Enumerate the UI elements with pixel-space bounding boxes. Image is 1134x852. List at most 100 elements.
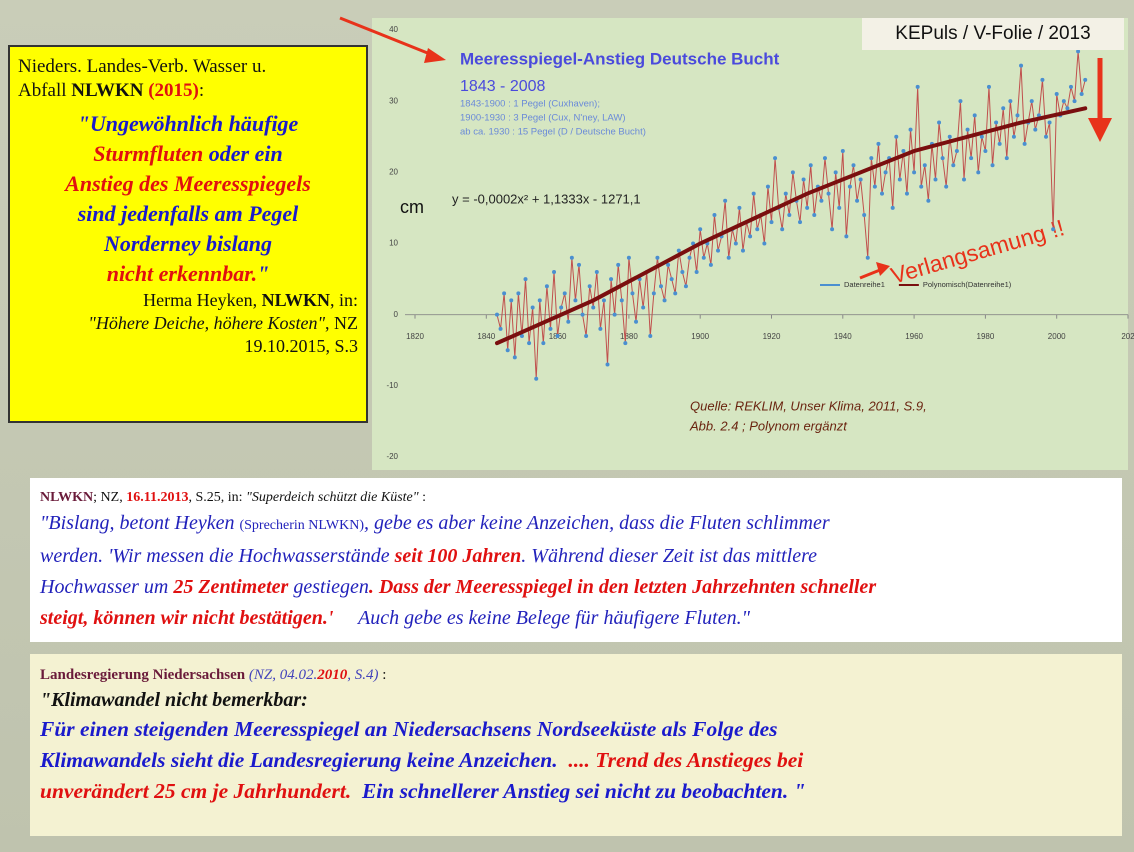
text: gestiegen xyxy=(288,576,369,598)
y-tick-label: 30 xyxy=(389,96,398,105)
arrow-head xyxy=(1088,118,1112,142)
text: : xyxy=(378,667,387,683)
data-point xyxy=(601,298,606,303)
data-point xyxy=(1079,92,1084,97)
data-point xyxy=(994,120,999,125)
line: steigt, können wir nicht bestätigen.' Au… xyxy=(40,603,1112,634)
data-point xyxy=(655,255,660,260)
chart-panel xyxy=(372,18,1128,470)
data-point xyxy=(676,248,681,253)
line: Hochwasser um 25 Zentimeter gestiegen. D… xyxy=(40,572,1112,603)
data-point xyxy=(1051,227,1056,232)
text: ; NZ, xyxy=(93,490,127,505)
data-point xyxy=(972,113,977,118)
data-point xyxy=(1044,134,1049,139)
data-point xyxy=(712,213,717,218)
text: (Sprecherin NLWKN) xyxy=(239,518,364,533)
data-point xyxy=(666,262,671,267)
data-point xyxy=(751,191,756,196)
data-point xyxy=(933,177,938,182)
slide-tag: KEPuls / V-Folie / 2013 xyxy=(862,18,1124,50)
text: NLWKN xyxy=(40,490,94,505)
x-tick-label: 1840 xyxy=(477,332,495,341)
data-point xyxy=(626,255,631,260)
line: Norderney bislang xyxy=(18,229,358,259)
data-point xyxy=(822,156,827,161)
text: Hochwasser um xyxy=(40,576,174,598)
x-tick-label: 1980 xyxy=(977,332,995,341)
x-tick-label: 1820 xyxy=(406,332,424,341)
data-point xyxy=(801,177,806,182)
data-point xyxy=(748,234,753,239)
data-point xyxy=(1004,156,1009,161)
text: , gebe es aber keine Anzeichen, dass die… xyxy=(363,512,830,534)
line: "Höhere Deiche, höhere Kosten", NZ xyxy=(18,312,358,335)
data-point xyxy=(716,248,721,253)
data-point xyxy=(605,362,610,367)
text: Ein schnellerer Anstieg sei nicht zu beo… xyxy=(351,779,806,803)
data-point xyxy=(830,227,835,232)
data-point xyxy=(908,127,913,132)
data-point xyxy=(847,184,852,189)
data-point xyxy=(926,198,931,203)
text: seit 100 Jahren xyxy=(394,545,522,567)
data-point xyxy=(591,305,596,310)
chart-subtitle: 1843 - 2008 xyxy=(460,78,546,95)
y-tick-label: 20 xyxy=(389,167,398,176)
data-point xyxy=(812,213,817,218)
data-point xyxy=(876,141,881,146)
data-point xyxy=(954,148,959,153)
text: Norderney bislang xyxy=(103,231,273,256)
data-point xyxy=(737,205,742,210)
legend-label: Polynomisch(Datenreihe1) xyxy=(923,280,1012,289)
data-point xyxy=(562,291,567,296)
data-point xyxy=(944,184,949,189)
arrow xyxy=(339,16,441,60)
data-point xyxy=(1019,63,1024,68)
data-point xyxy=(833,170,838,175)
data-point xyxy=(844,234,849,239)
data-point xyxy=(855,198,860,203)
data-point xyxy=(576,262,581,267)
text: Herma Heyken, xyxy=(143,290,262,310)
data-point xyxy=(683,284,688,289)
line: werden. 'Wir messen die Hochwasserstände… xyxy=(40,541,1112,572)
data-point xyxy=(687,255,692,260)
data-point xyxy=(733,241,738,246)
data-point xyxy=(502,291,507,296)
data-point xyxy=(894,134,899,139)
x-tick-label: 1960 xyxy=(905,332,923,341)
text: werden. 'Wir messen die Hochwasserstände xyxy=(40,545,395,567)
data-point xyxy=(883,170,888,175)
data-point xyxy=(780,227,785,232)
line: Landesregierung Niedersachsen (NZ, 04.02… xyxy=(40,664,1112,686)
y-tick-label: 10 xyxy=(389,239,398,248)
data-point xyxy=(512,355,517,360)
data-point xyxy=(648,334,653,339)
data-line xyxy=(496,51,1086,379)
data-point xyxy=(851,163,856,168)
x-tick-label: 1940 xyxy=(834,332,852,341)
line: Für einen steigenden Meeresspiegel an Ni… xyxy=(40,714,1112,745)
data-point xyxy=(997,141,1002,146)
data-point xyxy=(698,227,703,232)
data-point xyxy=(498,326,503,331)
data-point xyxy=(965,127,970,132)
data-point xyxy=(762,241,767,246)
data-point xyxy=(976,170,981,175)
data-point xyxy=(858,177,863,182)
data-point xyxy=(552,269,557,274)
text: NLWKN xyxy=(71,80,144,101)
text: 2010 xyxy=(317,667,348,683)
data-point xyxy=(1065,106,1070,111)
data-point xyxy=(862,213,867,218)
data-point xyxy=(516,291,521,296)
data-point xyxy=(783,191,788,196)
chart-note: 1843-1900 : 1 Pegel (Cuxhaven); xyxy=(460,99,600,110)
data-point xyxy=(765,184,770,189)
data-point xyxy=(609,277,614,282)
text: , in: xyxy=(329,290,358,310)
data-point xyxy=(1061,99,1066,104)
text: (NZ, 04.02. xyxy=(245,667,318,683)
data-point xyxy=(658,284,663,289)
